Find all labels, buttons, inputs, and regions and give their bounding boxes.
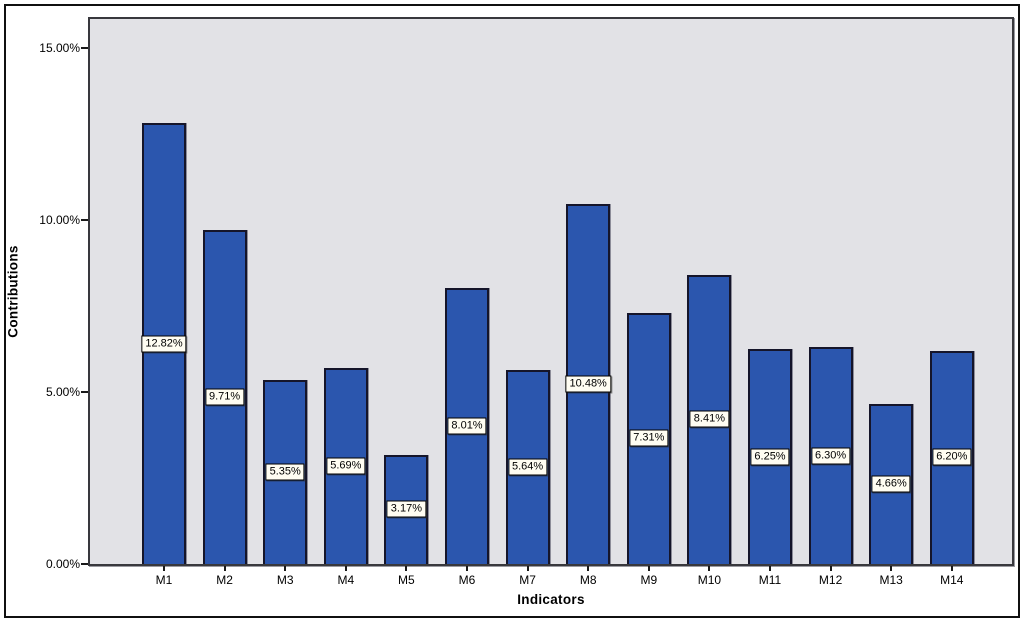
x-tick-label-M9: M9 <box>640 573 658 587</box>
y-tick-label-0.00%: 0.00% <box>45 557 80 571</box>
x-tick-mark-M2 <box>223 566 226 571</box>
bar-value-label-M5: 3.17% <box>386 500 426 518</box>
x-tick-label-M6: M6 <box>458 573 476 587</box>
x-tick-label-M3: M3 <box>276 573 294 587</box>
x-tick-label-M13: M13 <box>879 573 903 587</box>
y-tick-label-10.00%: 10.00% <box>39 213 80 227</box>
x-tick-mark-M12 <box>829 566 832 571</box>
x-tick-label-M7: M7 <box>519 573 536 587</box>
x-tick-mark-M6 <box>466 566 468 571</box>
x-tick-label-M2: M2 <box>216 573 233 587</box>
bar-value-label-M10: 8.41% <box>689 410 729 428</box>
bar-value-label-M13: 4.66% <box>871 475 911 493</box>
bar-value-label-M1: 12.82% <box>141 335 187 352</box>
bar-value-label-M12: 6.30% <box>810 447 851 465</box>
x-tick-mark-M7 <box>526 566 529 571</box>
x-tick-label-M12: M12 <box>818 573 843 587</box>
chart-outer-frame <box>4 4 1020 618</box>
x-axis-title: Indicators <box>517 592 585 607</box>
x-tick-mark-M5 <box>405 566 408 571</box>
x-tick-mark-M9 <box>647 566 650 571</box>
x-tick-label-M14: M14 <box>940 573 964 587</box>
plot-area: 12.82% 9.71% 5.35% 5.69% 3.17% 8.01% 5.64% 10.4… <box>88 17 1014 566</box>
x-tick-mark-M1 <box>163 566 165 571</box>
x-tick-mark-M13 <box>890 566 893 571</box>
y-tick-mark-5.00% <box>81 391 88 393</box>
bar-value-label-M11: 6.25% <box>750 448 790 465</box>
x-tick-label-M11: M11 <box>758 573 782 587</box>
y-tick-mark-15.00% <box>81 47 88 49</box>
x-tick-label-M1: M1 <box>155 573 173 587</box>
x-tick-mark-M4 <box>344 566 347 571</box>
x-tick-mark-M10 <box>708 566 711 571</box>
plot-inner: 12.82% 9.71% 5.35% 5.69% 3.17% 8.01% 5.64% 10.4… <box>90 19 1012 564</box>
bar-value-label-M2: 9.71% <box>204 388 245 406</box>
y-tick-mark-0.00% <box>81 563 88 565</box>
bar-value-label-M8: 10.48% <box>565 375 611 393</box>
x-tick-mark-M14 <box>950 566 953 571</box>
x-tick-mark-M3 <box>284 566 287 571</box>
x-tick-label-M4: M4 <box>337 573 355 587</box>
y-tick-label-5.00%: 5.00% <box>45 385 80 399</box>
x-tick-mark-M11 <box>769 566 771 571</box>
bar-value-label-M4: 5.69% <box>326 457 366 475</box>
x-tick-label-M5: M5 <box>398 573 415 587</box>
bar-value-label-M3: 5.35% <box>265 463 305 481</box>
x-tick-label-M8: M8 <box>579 573 597 587</box>
y-tick-label-15.00%: 15.00% <box>39 41 80 55</box>
y-tick-mark-10.00% <box>81 219 88 221</box>
x-tick-label-M10: M10 <box>697 573 722 587</box>
y-axis-title: Contributions <box>5 245 21 338</box>
bar-value-label-M14: 6.20% <box>932 448 972 466</box>
x-tick-mark-M8 <box>587 566 590 571</box>
bar-value-label-M7: 5.64% <box>507 458 548 476</box>
bar-value-label-M6: 8.01% <box>447 417 487 435</box>
bar-value-label-M9: 7.31% <box>629 429 669 447</box>
